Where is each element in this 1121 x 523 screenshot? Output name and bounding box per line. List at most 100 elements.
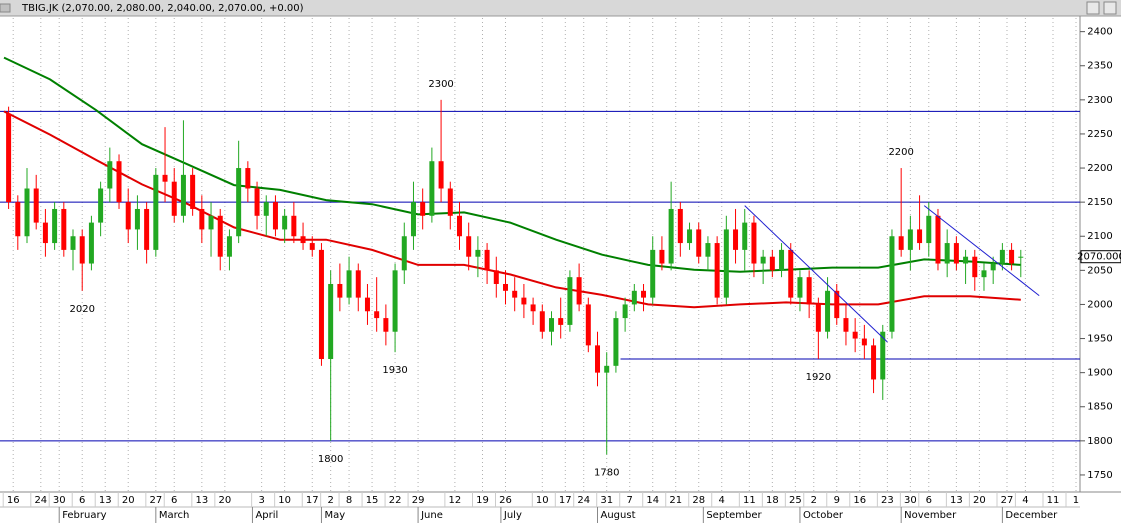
candle-body bbox=[254, 188, 260, 216]
candle-body bbox=[318, 249, 324, 360]
x-tick-label: 10 bbox=[536, 495, 549, 506]
candle-body bbox=[309, 243, 315, 250]
x-tick-label: 23 bbox=[881, 495, 894, 506]
candle-body bbox=[346, 270, 352, 298]
x-tick-label: 25 bbox=[789, 495, 802, 506]
x-tick-label: 12 bbox=[449, 495, 462, 506]
x-tick-label: 20 bbox=[218, 495, 231, 506]
x-tick-label: 26 bbox=[499, 495, 512, 506]
candle-body bbox=[953, 243, 959, 264]
x-tick-label: 15 bbox=[366, 495, 379, 506]
x-tick-label: 3 bbox=[258, 495, 264, 506]
price-annotation: 1780 bbox=[594, 467, 619, 478]
candle-body bbox=[153, 174, 159, 250]
candle-body bbox=[852, 331, 858, 339]
candle-body bbox=[70, 236, 76, 250]
candle-body bbox=[779, 249, 785, 271]
candle-body bbox=[6, 113, 12, 203]
candle-body bbox=[641, 290, 647, 298]
candle-body bbox=[456, 215, 462, 237]
x-tick-label: 16 bbox=[853, 495, 866, 506]
x-tick-label: 16 bbox=[7, 495, 20, 506]
candle-body bbox=[549, 318, 555, 332]
x-tick-label: 30 bbox=[904, 495, 917, 506]
month-label: September bbox=[706, 510, 762, 521]
candle-body bbox=[401, 236, 407, 271]
candle-body bbox=[1018, 256, 1024, 258]
y-tick-label: 1750 bbox=[1087, 470, 1112, 481]
x-tick-label: 4 bbox=[719, 495, 725, 506]
moving-average-line bbox=[3, 56, 1021, 273]
candle-body bbox=[825, 290, 831, 332]
candle-body bbox=[502, 283, 508, 291]
candle-body bbox=[282, 215, 288, 230]
x-tick-label: 20 bbox=[973, 495, 986, 506]
candle-body bbox=[392, 270, 398, 332]
candle-body bbox=[760, 256, 766, 264]
candle-body bbox=[162, 174, 168, 182]
x-tick-label: 7 bbox=[627, 495, 633, 506]
x-tick-label: 30 bbox=[53, 495, 66, 506]
candle-body bbox=[447, 188, 453, 216]
candle-body bbox=[999, 249, 1005, 264]
x-tick-label: 27 bbox=[1001, 495, 1014, 506]
menu-button[interactable] bbox=[1086, 1, 1100, 15]
month-label: November bbox=[904, 510, 957, 521]
candle-body bbox=[180, 174, 186, 216]
candle-body bbox=[567, 277, 573, 325]
candle-body bbox=[806, 277, 812, 305]
candle-body bbox=[429, 161, 435, 216]
month-label: August bbox=[601, 510, 636, 521]
trendline bbox=[744, 205, 888, 343]
x-tick-label: 27 bbox=[149, 495, 162, 506]
last-price-label: 2070.000 bbox=[1077, 252, 1121, 263]
candle-body bbox=[15, 202, 21, 237]
y-tick-label: 2150 bbox=[1087, 197, 1112, 208]
candle-body bbox=[880, 331, 886, 380]
y-tick-label: 2000 bbox=[1087, 299, 1112, 310]
candle-body bbox=[595, 345, 601, 373]
candle-body bbox=[834, 290, 840, 319]
candle-body bbox=[208, 215, 214, 230]
candle-body bbox=[337, 283, 343, 298]
candle-body bbox=[742, 222, 748, 250]
x-tick-label: 29 bbox=[412, 495, 425, 506]
candle-body bbox=[650, 249, 656, 298]
month-label: May bbox=[324, 510, 345, 521]
candle-body bbox=[116, 161, 122, 203]
chart-title: TBIG.JK (2,070.00, 2,080.00, 2,040.00, 2… bbox=[21, 3, 304, 14]
candle-body bbox=[788, 249, 794, 298]
candle-body bbox=[410, 202, 416, 237]
candle-body bbox=[226, 236, 232, 257]
x-tick-label: 18 bbox=[766, 495, 779, 506]
y-tick-label: 1850 bbox=[1087, 402, 1112, 413]
x-tick-label: 22 bbox=[389, 495, 402, 506]
candle-body bbox=[217, 215, 223, 257]
candle-body bbox=[696, 229, 702, 257]
x-tick-label: 2 bbox=[811, 495, 817, 506]
header-icon bbox=[0, 3, 11, 13]
candle-body bbox=[484, 249, 490, 271]
month-label: October bbox=[803, 510, 844, 521]
candle-body bbox=[466, 236, 472, 257]
candle-body bbox=[659, 249, 665, 264]
candle-body bbox=[33, 188, 39, 223]
candle-body bbox=[107, 161, 113, 189]
price-annotation: 2300 bbox=[428, 79, 453, 90]
close-button[interactable] bbox=[1103, 1, 1117, 15]
candle-body bbox=[585, 304, 591, 346]
y-tick-label: 2100 bbox=[1087, 231, 1112, 242]
month-label: December bbox=[1005, 510, 1058, 521]
y-tick-label: 2250 bbox=[1087, 129, 1112, 140]
candle-body bbox=[236, 168, 242, 237]
x-tick-label: 9 bbox=[834, 495, 840, 506]
candle-body bbox=[245, 168, 251, 189]
last-price-tag bbox=[1080, 250, 1121, 264]
candle-body bbox=[871, 345, 877, 380]
x-tick-label: 17 bbox=[306, 495, 319, 506]
candle-body bbox=[963, 256, 969, 264]
candle-body bbox=[898, 236, 904, 250]
y-tick-label: 2200 bbox=[1087, 163, 1112, 174]
candle-body bbox=[668, 208, 674, 264]
